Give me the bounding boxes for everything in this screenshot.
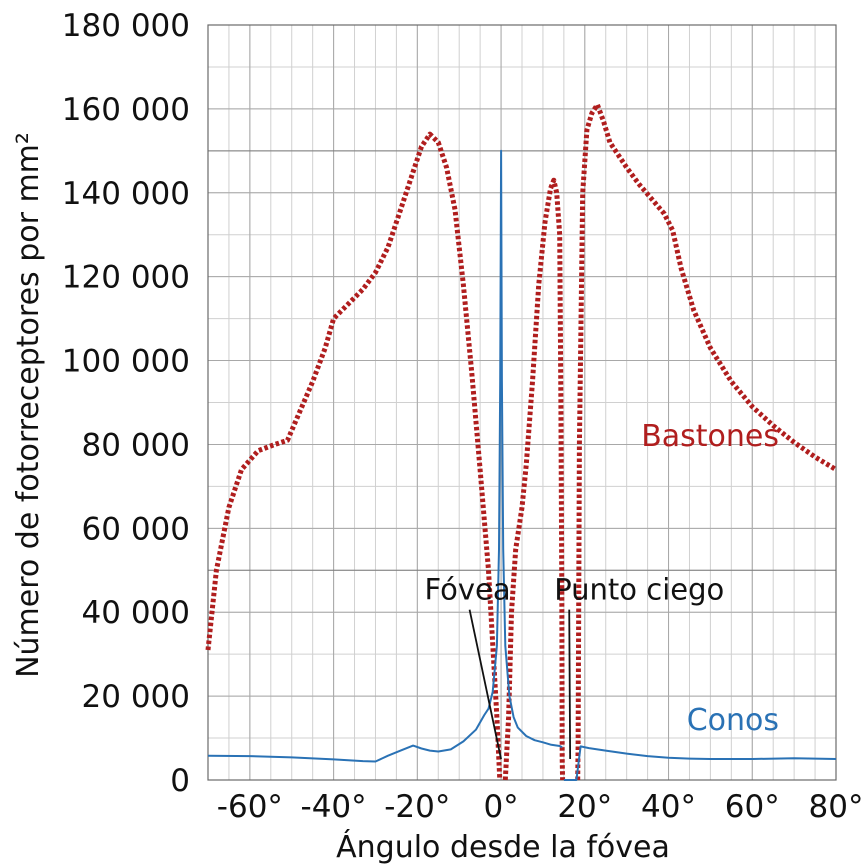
y-tick-label: 20 000 — [82, 679, 190, 715]
series-label-conos: Conos — [687, 703, 779, 738]
y-tick-label: 40 000 — [82, 595, 190, 631]
annotation-label: Punto ciego — [554, 573, 724, 607]
series-line-bastones-1 — [502, 177, 566, 781]
x-tick-label: 40° — [641, 789, 696, 825]
grid-major — [207, 24, 837, 781]
x-tick-label: 20° — [557, 789, 612, 825]
x-tick-label: 80° — [809, 789, 863, 825]
x-tick-label: 60° — [725, 789, 780, 825]
x-tick-label: -60° — [217, 789, 283, 825]
x-axis-title: Ángulo desde la fóvea — [336, 829, 670, 865]
y-tick-label: 80 000 — [82, 427, 190, 463]
tick-layer: -60° -40° -20° 0° 20° 40° 60° 80° 0 20 000 40 000 6… — [62, 8, 863, 825]
annotation-leader-line — [468, 609, 502, 760]
y-tick-label: 60 000 — [82, 511, 190, 547]
series-line-conos-0 — [207, 149, 563, 763]
x-tick-label: -20° — [384, 789, 450, 825]
series-label-bastones: Bastones — [641, 419, 779, 454]
y-tick-label: 100 000 — [62, 344, 190, 380]
y-tick-label: 120 000 — [62, 260, 190, 296]
y-axis-title: Número de fotorreceptores por mm² — [11, 132, 46, 678]
series-line-conos-1 — [563, 745, 837, 781]
x-tick-label: -40° — [301, 789, 367, 825]
x-tick-label: 0° — [483, 789, 518, 825]
y-tick-label: 140 000 — [62, 176, 190, 212]
grid-minor — [207, 24, 837, 781]
annotation-leader-line — [568, 609, 572, 760]
y-tick-label: 180 000 — [62, 8, 190, 44]
plot-frame — [207, 24, 837, 781]
y-tick-label: 0 — [170, 763, 190, 799]
y-tick-label: 160 000 — [62, 92, 190, 128]
series-line-bastones-2 — [575, 102, 838, 781]
series-layer — [205, 102, 838, 781]
annotation-label: Fóvea — [424, 573, 510, 607]
series-line-bastones-0 — [205, 131, 503, 781]
annotation-layer: Fóvea Punto ciego — [424, 573, 724, 760]
